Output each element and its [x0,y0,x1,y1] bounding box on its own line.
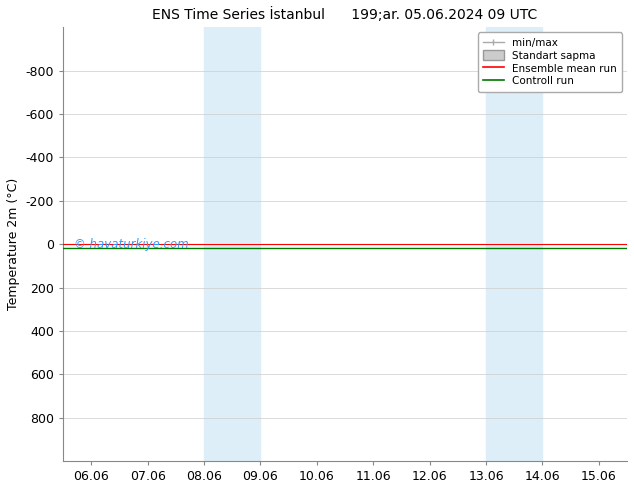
Bar [486,27,543,461]
Text: © havaturkiye.com: © havaturkiye.com [74,238,189,250]
Title: ENS Time Series İstanbul      199;ar. 05.06.2024 09 UTC: ENS Time Series İstanbul 199;ar. 05.06.2… [152,7,538,22]
Bar [204,27,261,461]
Legend: min/max, Standart sapma, Ensemble mean run, Controll run: min/max, Standart sapma, Ensemble mean r… [477,32,622,92]
Y-axis label: Temperature 2m (°C): Temperature 2m (°C) [7,178,20,310]
